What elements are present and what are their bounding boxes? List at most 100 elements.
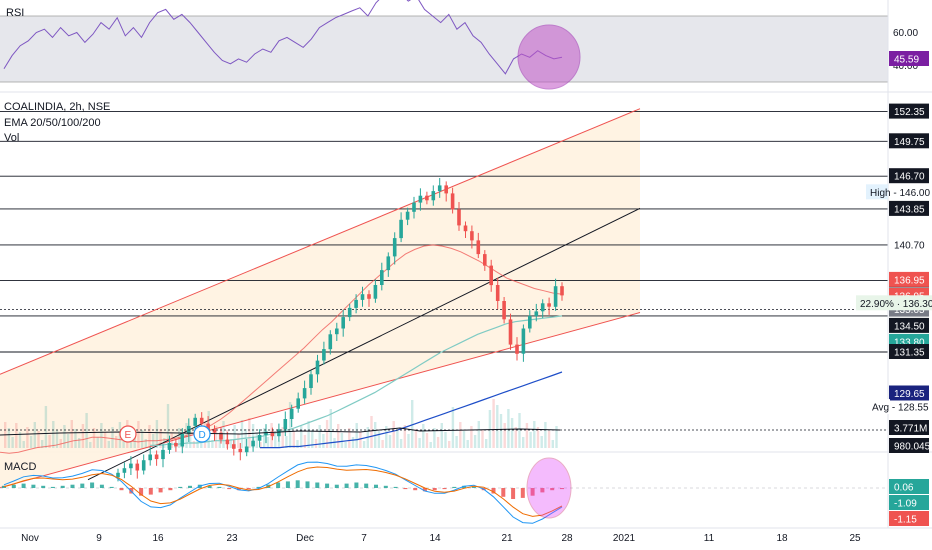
macd-hist-bar (344, 483, 349, 488)
candle-body (405, 211, 410, 220)
macd-hist-bar (227, 488, 232, 490)
price-level-label-10: 133.80 (894, 337, 925, 348)
volume-bar (403, 425, 406, 448)
volume-bar (340, 433, 344, 448)
volume-bar (78, 438, 81, 448)
volume-bar (388, 435, 392, 448)
volume-bar (455, 436, 458, 448)
macd-hist-bar (256, 486, 261, 488)
volume-bar (318, 425, 321, 448)
macd-hist-bar (50, 486, 55, 488)
macd-panel: MACD (0, 457, 888, 524)
volume-bar (436, 437, 440, 448)
candle-body (528, 315, 532, 329)
candle-body (180, 433, 185, 447)
symbol-title: COALINDIA, 2h, NSE (4, 101, 110, 113)
volume-bar (555, 426, 558, 448)
macd-hist-bar (520, 488, 525, 498)
volume-bar (214, 426, 218, 448)
channel-upper-line (0, 108, 641, 375)
volume-bar (144, 439, 147, 448)
volume-bar (407, 434, 410, 448)
volume-bar (307, 421, 310, 448)
volume-bar (15, 423, 18, 448)
macd-hist-bar (393, 486, 398, 488)
rsi-value-label: 45.59 (894, 55, 919, 66)
volume-value-label: 3.771M (894, 424, 927, 435)
volume-bar (33, 422, 36, 448)
candle-body (199, 417, 204, 424)
volume-bar (274, 432, 277, 448)
volume-bar (285, 436, 288, 448)
volume-bar (488, 410, 492, 448)
macd-hist-bar (99, 484, 104, 488)
candle-body (437, 185, 442, 192)
macd-hist-bar (276, 482, 281, 488)
candle-body (483, 254, 487, 266)
candle-body (502, 301, 506, 320)
macd-title: MACD (4, 461, 36, 473)
volume-value-label-bg (889, 420, 929, 435)
volume-bar (41, 440, 44, 448)
macd-hist-bar (139, 488, 144, 496)
volume-bar (533, 421, 536, 448)
candle-body (560, 286, 564, 296)
rsi-band (0, 16, 888, 82)
macd-line (3, 461, 563, 524)
volume-bar (96, 437, 99, 448)
ema20-line (0, 244, 563, 454)
macd-hist-bar (374, 484, 378, 488)
candle-body (135, 463, 140, 471)
volume-bar (322, 434, 325, 448)
earnings-marker[interactable] (119, 425, 137, 443)
macd-hist-bar (41, 485, 46, 488)
price-level-label-9: 134.50 (894, 321, 925, 332)
macd-hist-bar (432, 488, 437, 491)
dividend-marker[interactable] (193, 425, 211, 443)
volume-bar (229, 439, 233, 448)
volume-bar (422, 424, 425, 448)
macd-highlight (526, 457, 572, 519)
volume-bar (81, 424, 85, 448)
volume-bar (344, 442, 347, 448)
volume-bar (370, 416, 373, 448)
volume-bar (55, 430, 59, 448)
candle-body (167, 443, 172, 450)
macd-histogram (2, 480, 564, 499)
macd-hist-bar (21, 483, 26, 488)
ema50-line (150, 315, 563, 446)
macd-hist-bar (11, 484, 16, 488)
volume-bar (311, 430, 314, 448)
volume-bar (314, 439, 318, 448)
candle-body (270, 431, 275, 437)
candle-body (335, 328, 339, 335)
candle-body (463, 225, 468, 232)
macd-hist-bar (217, 486, 222, 488)
volume-bar (444, 432, 447, 448)
volume-bar (466, 440, 469, 448)
volume-bar (11, 437, 14, 448)
macd-hist-bar (540, 488, 545, 493)
volume-bar (359, 432, 362, 448)
candle-body (457, 209, 461, 226)
volume-bar (63, 425, 66, 448)
candle-body (470, 231, 474, 241)
candle-body (399, 219, 403, 239)
volume-bar (544, 422, 547, 448)
price-level-label-1-bg (889, 133, 929, 149)
price-level-label-6: 136.95 (894, 275, 925, 286)
macd-hist-bar (119, 488, 124, 491)
volume-bar (237, 434, 240, 448)
candle-body (122, 468, 127, 473)
candle-body (540, 303, 545, 312)
price-level-label-12: 129.65 (894, 389, 925, 400)
volume-bar (414, 429, 418, 448)
time-axis[interactable]: Nov 9 16 23 Dec 7 14 21 28 2021 11 18 25 (0, 527, 932, 544)
candle-body (476, 240, 481, 255)
candle-body (219, 432, 223, 440)
time-label-11: 11 (704, 533, 715, 544)
volume-bar (399, 439, 403, 448)
macd-hist-bar (80, 483, 85, 488)
